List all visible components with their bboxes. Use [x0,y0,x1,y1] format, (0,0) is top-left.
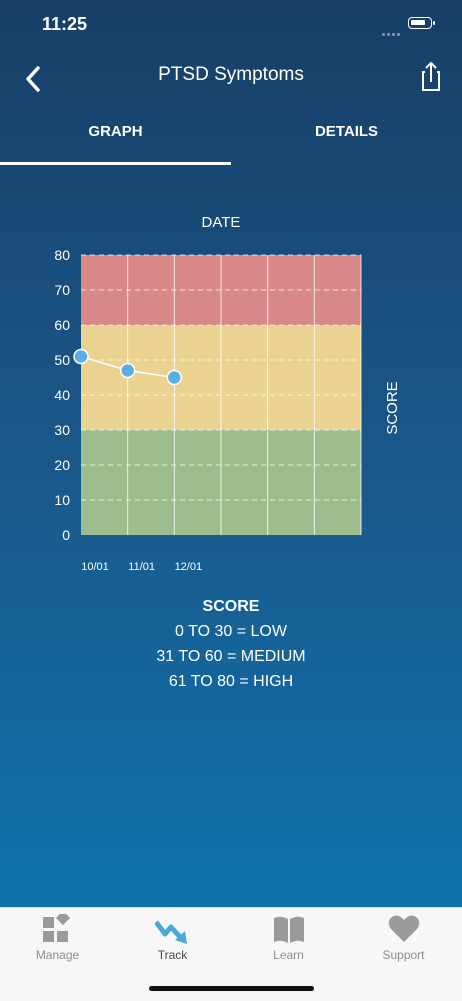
battery-icon [408,17,435,29]
segment-tabs: GRAPH DETAILS [0,100,462,166]
track-icon [155,920,187,944]
legend-line-medium: 31 TO 60 = MEDIUM [156,648,306,665]
y-tick-label-30: 30 [54,422,70,438]
x-tick-label-0: 10/01 [81,561,109,573]
navigation-bar: PTSD Symptoms [0,50,462,100]
tab-graph[interactable]: GRAPH [88,123,143,140]
status-bar: 11:25 [0,0,462,50]
chevron-left-icon [26,66,40,92]
page-title: PTSD Symptoms [158,64,304,85]
tabbar-item-manage[interactable]: Manage [0,908,115,978]
back-button[interactable] [16,58,52,94]
tabbar-item-track[interactable]: Track [115,908,230,978]
tabbar-label-manage: Manage [35,948,80,962]
y-tick-label-80: 80 [54,247,70,263]
data-point-0 [73,348,89,365]
x-tick-label-2: 12/01 [175,561,203,573]
y-tick-label-10: 10 [54,492,70,508]
tab-details[interactable]: DETAILS [314,123,379,140]
score-chart: DATE 0 10 20 30 40 50 60 70 80 10/01 11/01 12/01 SCOR… [54,214,401,573]
y-tick-label-0: 0 [62,527,70,543]
legend-line-low: 0 TO 30 = LOW [175,623,287,640]
chart-title: DATE [202,214,241,231]
y-axis-label: SCORE [384,381,401,434]
manage-icon [43,914,71,942]
data-point-2 [166,369,183,386]
y-tick-label-40: 40 [54,387,70,403]
tabbar-item-support[interactable]: Support [346,908,461,978]
heart-icon [388,915,420,942]
tabbar-item-learn[interactable]: Learn [231,908,346,978]
legend-title: SCORE [202,598,260,615]
data-point-1 [119,362,136,379]
y-tick-label-70: 70 [54,282,70,298]
tabbar-label-track: Track [157,948,188,962]
active-tab-indicator [0,162,231,165]
legend-line-high: 61 TO 80 = HIGH [168,673,294,690]
y-tick-label-20: 20 [54,457,70,473]
y-tick-label-50: 50 [54,352,70,368]
share-icon [422,62,440,91]
bottom-tab-bar: Manage Track Learn Support [0,907,462,1001]
home-indicator [149,986,314,991]
x-tick-label-1: 11/01 [128,561,155,573]
status-time: 11:25 [42,14,88,34]
book-icon [274,916,304,943]
tabbar-label-learn: Learn [273,948,304,962]
score-legend: SCORE 0 TO 30 = LOW 31 TO 60 = MEDIUM 61… [0,594,462,694]
y-tick-label-60: 60 [54,317,70,333]
tabbar-label-support: Support [382,948,425,962]
share-button[interactable] [414,58,448,92]
signal-icon [382,23,402,36]
